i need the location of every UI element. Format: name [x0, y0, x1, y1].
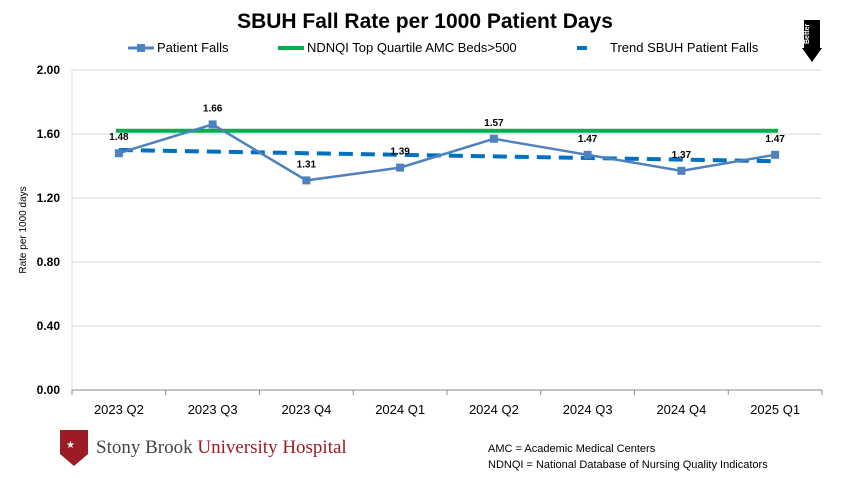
data-point: [489, 134, 498, 143]
footnote-ndnqi: NDNQI = National Database of Nursing Qua…: [488, 459, 768, 471]
legend-patient-falls: Patient Falls: [128, 40, 229, 55]
data-point: [677, 166, 686, 175]
legend-label: NDNQI Top Quartile AMC Beds>500: [307, 40, 517, 55]
data-label: 1.47: [578, 134, 598, 145]
x-tick-label: 2024 Q3: [563, 402, 613, 417]
data-label: 1.31: [297, 159, 317, 170]
legend-label: Patient Falls: [157, 40, 229, 55]
data-label: 1.48: [109, 132, 129, 143]
legend-trend: Trend SBUH Patient Falls: [577, 40, 758, 55]
data-point: [396, 163, 405, 172]
logo-text-a: Stony Brook: [96, 437, 198, 458]
y-tick-label: 1.60: [37, 127, 61, 141]
logo: ★ Stony Brook University Hospital: [58, 428, 347, 468]
footnote-amc: AMC = Academic Medical Centers: [488, 443, 656, 455]
x-tick-label: 2023 Q3: [188, 402, 238, 417]
y-tick-label: 2.00: [37, 63, 61, 77]
y-axis-label: Rate per 1000 days: [18, 186, 29, 273]
data-point: [208, 120, 217, 129]
y-tick-label: 0.00: [37, 383, 61, 397]
patient-falls-line: [118, 123, 776, 182]
svg-text:★: ★: [66, 440, 75, 451]
data-point: [114, 149, 123, 158]
x-tick-label: 2025 Q1: [750, 402, 800, 417]
data-label: 1.39: [390, 147, 410, 158]
logo-text-b: University Hospital: [197, 437, 347, 458]
x-tick-label: 2024 Q2: [469, 402, 519, 417]
x-tick-label: 2024 Q4: [656, 402, 706, 417]
y-tick-label: 0.40: [37, 319, 61, 333]
legend-ndnqi: NDNQI Top Quartile AMC Beds>500: [278, 40, 517, 55]
data-point: [583, 150, 592, 159]
x-tick-label: 2024 Q1: [375, 402, 425, 417]
data-point: [302, 176, 311, 185]
legend-label: Trend SBUH Patient Falls: [610, 40, 759, 55]
x-tick-label: 2023 Q2: [94, 402, 144, 417]
down-arrow-icon: [802, 48, 822, 62]
data-label: 1.57: [484, 118, 504, 129]
y-tick-label: 1.20: [37, 191, 61, 205]
data-label: 1.37: [672, 150, 692, 161]
data-label: 1.66: [203, 103, 223, 114]
shield-logo-icon: ★: [60, 430, 88, 466]
data-point: [771, 150, 780, 159]
x-tick-label: 2023 Q4: [281, 402, 331, 417]
y-tick-label: 0.80: [37, 255, 61, 269]
data-label: 1.47: [765, 134, 785, 145]
chart-title: SBUH Fall Rate per 1000 Patient Days: [237, 10, 613, 33]
